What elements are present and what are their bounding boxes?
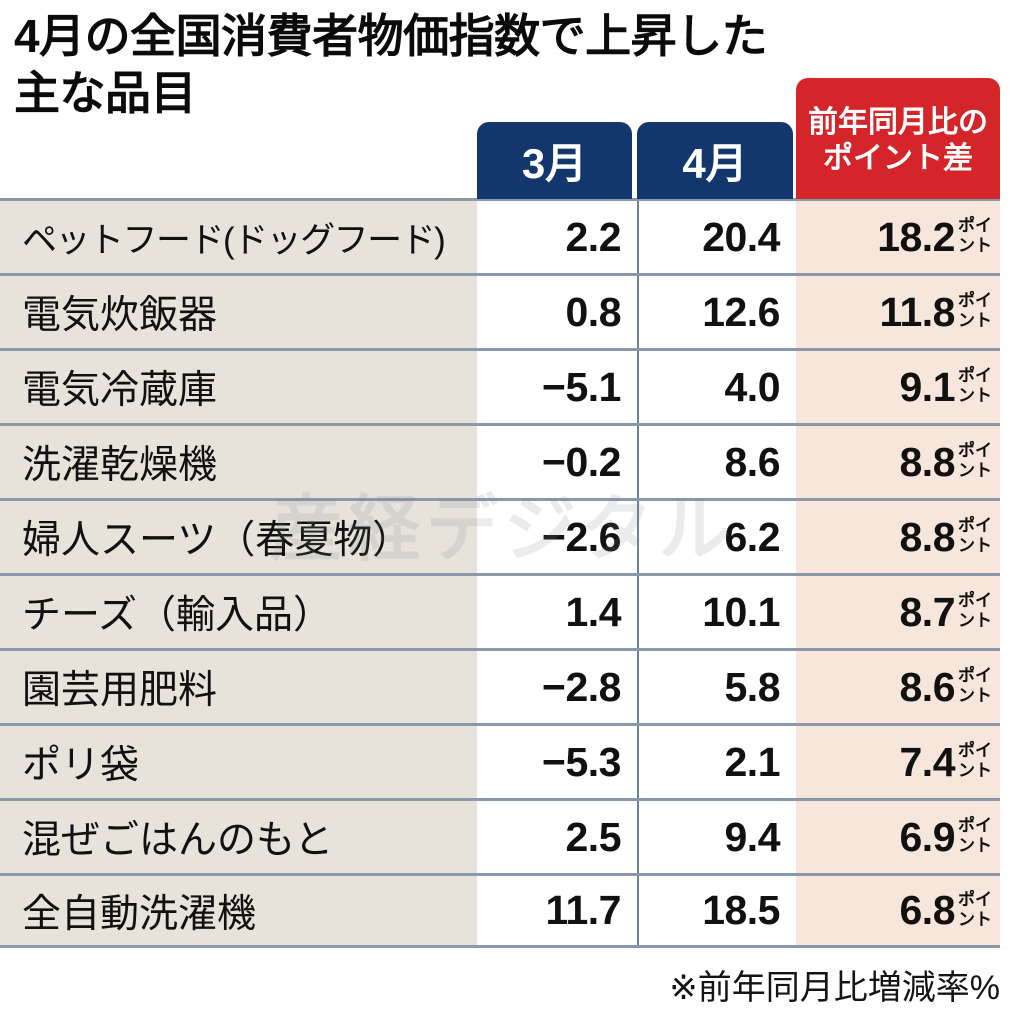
cell-point-difference: 18.2 ポイ ント xyxy=(796,201,1000,273)
cell-april-value: 5.8 xyxy=(637,651,796,723)
cell-item-name: ポリ袋 xyxy=(0,726,477,798)
point-unit-line1: ポイ xyxy=(958,591,992,610)
cell-march-value: −2.8 xyxy=(477,651,637,723)
point-unit-line2: ント xyxy=(958,536,992,555)
point-unit-label: ポイ ント xyxy=(958,366,992,408)
point-difference-number: 8.7 xyxy=(899,588,956,635)
cell-point-difference: 8.7 ポイ ント xyxy=(796,576,1000,648)
cell-item-name: 洗濯乾燥機 xyxy=(0,426,477,498)
cell-april-value: 2.1 xyxy=(637,726,796,798)
cell-item-name: ペットフード(ドッグフード) xyxy=(0,201,477,273)
cell-april-value: 6.2 xyxy=(637,501,796,573)
cell-march-value: 2.5 xyxy=(477,801,637,873)
table-row: 電気冷蔵庫 −5.1 4.0 9.1 ポイ ント xyxy=(0,348,1000,423)
cell-point-difference: 7.4 ポイ ント xyxy=(796,726,1000,798)
point-difference-number: 8.8 xyxy=(899,438,956,485)
point-unit-line2: ント xyxy=(958,611,992,630)
cell-april-value: 18.5 xyxy=(637,876,796,945)
cell-item-name: 全自動洗濯機 xyxy=(0,876,477,945)
point-unit-line2: ント xyxy=(958,311,992,330)
point-unit-line2: ント xyxy=(958,761,992,780)
cell-april-value: 20.4 xyxy=(637,201,796,273)
point-unit-label: ポイ ント xyxy=(958,291,992,333)
table-row: ポリ袋 −5.3 2.1 7.4 ポイ ント xyxy=(0,723,1000,798)
point-unit-label: ポイ ント xyxy=(958,741,992,783)
cell-item-name: 電気冷蔵庫 xyxy=(0,351,477,423)
cell-march-value: 0.8 xyxy=(477,276,637,348)
point-difference-number: 7.4 xyxy=(899,738,956,785)
point-unit-label: ポイ ント xyxy=(958,516,992,558)
table-row: ペットフード(ドッグフード) 2.2 20.4 18.2 ポイ ント xyxy=(0,198,1000,273)
point-unit-label: ポイ ント xyxy=(958,666,992,708)
point-difference-number: 6.9 xyxy=(899,813,956,860)
page-title: 4月の全国消費者物価指数で上昇した 主な品目 xyxy=(14,10,768,119)
point-difference-number: 18.2 xyxy=(877,213,955,260)
point-difference-number: 9.1 xyxy=(899,363,956,410)
point-unit-label: ポイ ント xyxy=(958,890,992,932)
cell-march-value: −5.3 xyxy=(477,726,637,798)
cell-point-difference: 8.8 ポイ ント xyxy=(796,501,1000,573)
point-unit-line1: ポイ xyxy=(958,666,992,685)
column-header-point-difference: 前年同月比の ポイント差 xyxy=(796,78,1000,199)
point-unit-line1: ポイ xyxy=(958,441,992,460)
cell-item-name: 混ぜごはんのもと xyxy=(0,801,477,873)
cell-item-name: 婦人スーツ（春夏物） xyxy=(0,501,477,573)
cell-point-difference: 6.9 ポイ ント xyxy=(796,801,1000,873)
point-unit-line1: ポイ xyxy=(958,816,992,835)
point-unit-line1: ポイ xyxy=(958,291,992,310)
point-unit-line1: ポイ xyxy=(958,516,992,535)
point-difference-number: 8.8 xyxy=(899,513,956,560)
cell-march-value: 2.2 xyxy=(477,201,637,273)
data-table: ペットフード(ドッグフード) 2.2 20.4 18.2 ポイ ント 電気炊飯器 0.8 12.… xyxy=(0,198,1000,948)
table-row: 全自動洗濯機 11.7 18.5 6.8 ポイ ント xyxy=(0,873,1000,948)
point-unit-label: ポイ ント xyxy=(958,816,992,858)
cell-item-name: 園芸用肥料 xyxy=(0,651,477,723)
cell-point-difference: 8.6 ポイ ント xyxy=(796,651,1000,723)
point-unit-line1: ポイ xyxy=(958,216,992,235)
column-header-april: 4月 xyxy=(637,122,793,199)
point-unit-line1: ポイ xyxy=(958,366,992,385)
table-row: 混ぜごはんのもと 2.5 9.4 6.9 ポイ ント xyxy=(0,798,1000,873)
column-header-march: 3月 xyxy=(477,122,632,199)
point-unit-label: ポイ ント xyxy=(958,591,992,633)
cell-april-value: 8.6 xyxy=(637,426,796,498)
footnote: ※前年同月比増減率% xyxy=(669,969,1000,1007)
table-row: 洗濯乾燥機 −0.2 8.6 8.8 ポイ ント xyxy=(0,423,1000,498)
point-difference-number: 8.6 xyxy=(899,663,956,710)
point-unit-line1: ポイ xyxy=(958,741,992,760)
table-row: 電気炊飯器 0.8 12.6 11.8 ポイ ント xyxy=(0,273,1000,348)
cell-march-value: 11.7 xyxy=(477,876,637,945)
cell-point-difference: 6.8 ポイ ント xyxy=(796,876,1000,945)
cell-point-difference: 11.8 ポイ ント xyxy=(796,276,1000,348)
cell-item-name: チーズ（輸入品） xyxy=(0,576,477,648)
point-unit-line2: ント xyxy=(958,836,992,855)
cell-item-name: 電気炊飯器 xyxy=(0,276,477,348)
cell-march-value: −0.2 xyxy=(477,426,637,498)
table-row: 婦人スーツ（春夏物） −2.6 6.2 8.8 ポイ ント xyxy=(0,498,1000,573)
point-unit-line2: ント xyxy=(958,909,992,929)
cell-march-value: −2.6 xyxy=(477,501,637,573)
point-unit-line2: ント xyxy=(958,686,992,705)
point-unit-line2: ント xyxy=(958,236,992,255)
cell-april-value: 9.4 xyxy=(637,801,796,873)
point-difference-number: 6.8 xyxy=(899,887,956,933)
point-difference-number: 11.8 xyxy=(879,288,955,335)
point-unit-label: ポイ ント xyxy=(958,216,992,258)
cell-point-difference: 8.8 ポイ ント xyxy=(796,426,1000,498)
cell-point-difference: 9.1 ポイ ント xyxy=(796,351,1000,423)
point-unit-line2: ント xyxy=(958,386,992,405)
cell-march-value: 1.4 xyxy=(477,576,637,648)
table-row: 園芸用肥料 −2.8 5.8 8.6 ポイ ント xyxy=(0,648,1000,723)
table-row: チーズ（輸入品） 1.4 10.1 8.7 ポイ ント xyxy=(0,573,1000,648)
cell-april-value: 4.0 xyxy=(637,351,796,423)
cell-april-value: 12.6 xyxy=(637,276,796,348)
cell-april-value: 10.1 xyxy=(637,576,796,648)
point-unit-label: ポイ ント xyxy=(958,441,992,483)
point-unit-line2: ント xyxy=(958,461,992,480)
point-unit-line1: ポイ xyxy=(958,889,992,909)
cell-march-value: −5.1 xyxy=(477,351,637,423)
